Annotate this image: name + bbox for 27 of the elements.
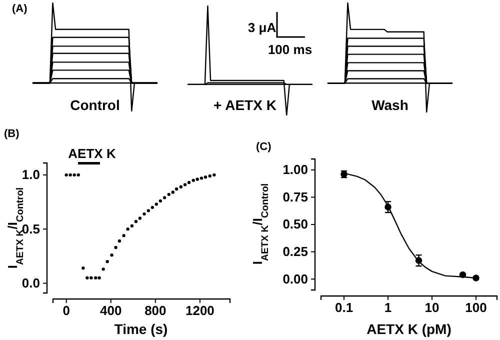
text: (B) [4, 128, 20, 140]
x-axis-title: Time (s) [114, 321, 168, 337]
y-tick-label: 0.25 [282, 244, 308, 259]
text: (C) [256, 141, 272, 153]
x-tick-label: 10 [424, 300, 440, 316]
y-tick-label: 0.50 [282, 216, 308, 232]
y-tick-label: 0.0 [22, 275, 40, 290]
x-axis-title: Control [70, 97, 120, 113]
text: (A) [12, 3, 28, 15]
x-tick-label: 0.1 [334, 300, 354, 316]
x-tick-label: 800 [144, 303, 166, 318]
x-axis-title: Wash [372, 97, 408, 113]
x-tick-label: 0 [62, 303, 70, 318]
annotation: 3 μA [248, 20, 277, 35]
x-axis-title: + AETX K [214, 97, 276, 113]
y-tick-label: 0.5 [22, 221, 40, 236]
annotation: 100 ms [268, 42, 312, 57]
y-tick-label: 1.0 [22, 167, 40, 182]
y-tick-label: 0.00 [282, 271, 308, 286]
x-tick-label: 400 [100, 303, 122, 318]
x-tick-label: 100 [465, 300, 487, 316]
y-tick-label: 1.00 [282, 162, 308, 178]
x-axis-title: AETX K (pM) [366, 321, 452, 337]
y-tick-label: 0.75 [282, 189, 308, 204]
text: AETX K [68, 146, 116, 161]
x-tick-label: 1200 [185, 303, 214, 318]
x-tick-label: 1 [384, 300, 392, 316]
